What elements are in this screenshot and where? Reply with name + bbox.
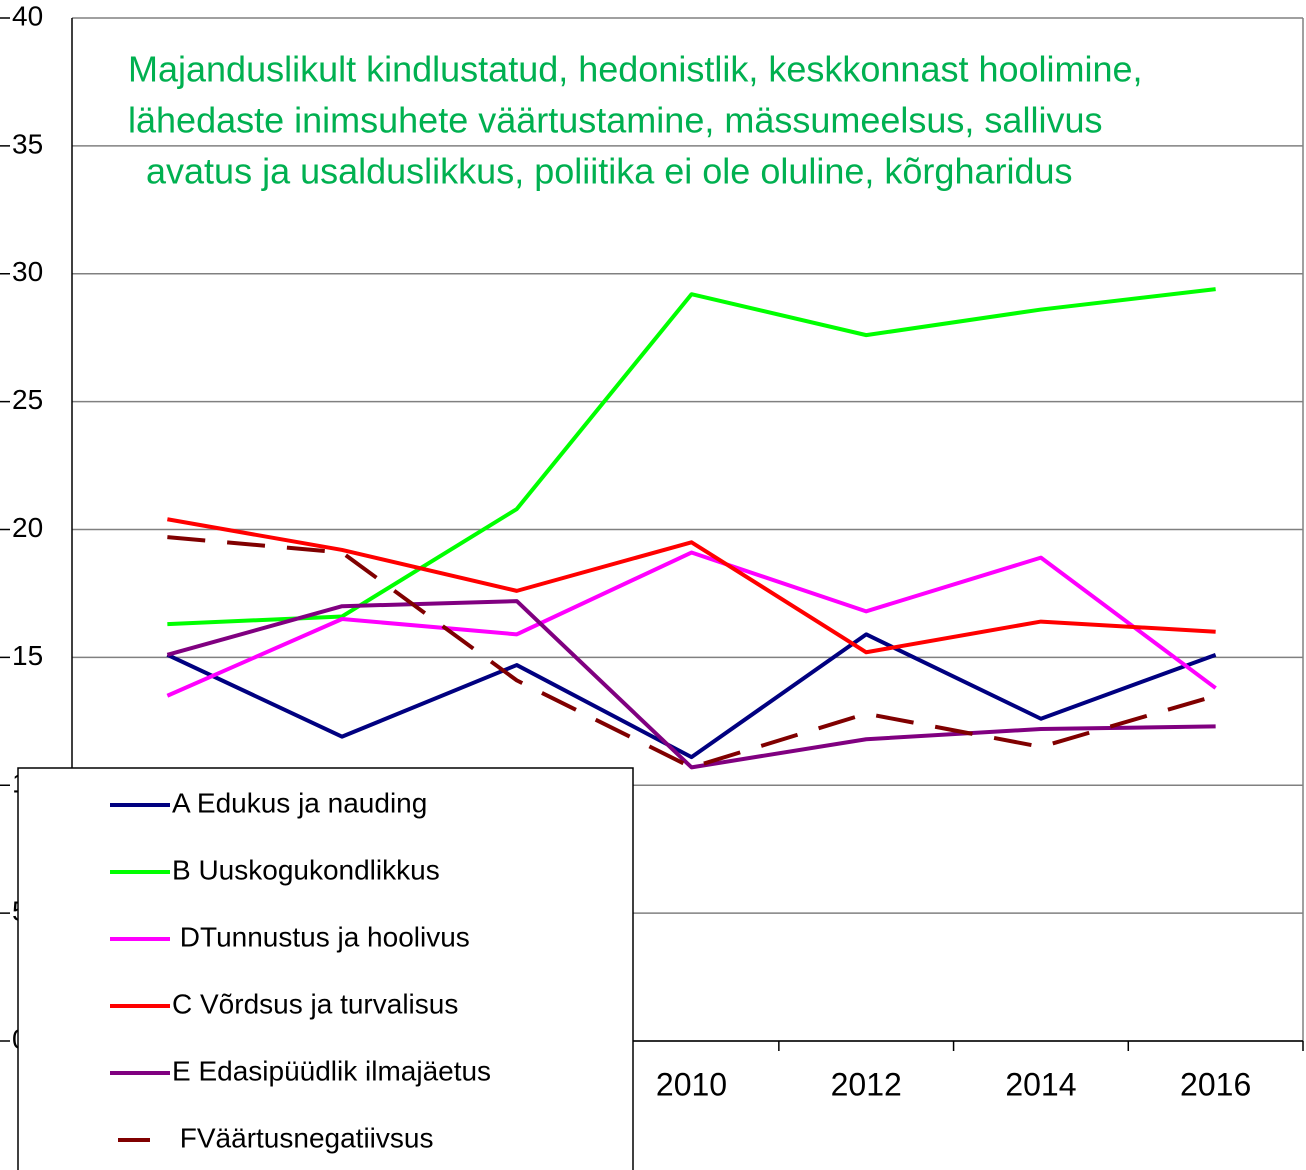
y-tick-label: 40 — [12, 0, 43, 31]
x-tick-label: 2016 — [1180, 1066, 1251, 1102]
y-tick-label: 20 — [12, 512, 43, 543]
legend-label: B Uuskogukondlikkus — [172, 854, 440, 885]
y-tick-label: 25 — [12, 384, 43, 415]
y-tick-label: 30 — [12, 256, 43, 287]
legend-label: FVäärtusnegatiivsus — [172, 1122, 433, 1153]
legend-label: DTunnustus ja hoolivus — [172, 921, 470, 952]
annotation: Majanduslikult kindlustatud, hedonistlik… — [128, 49, 1143, 90]
legend-label: E Edasipüüdlik ilmajäetus — [172, 1055, 491, 1086]
x-tick-label: 2010 — [656, 1066, 727, 1102]
x-tick-label: 2012 — [831, 1066, 902, 1102]
series-line — [166, 599, 1216, 770]
series-line — [166, 550, 1217, 698]
legend-label: C Võrdsus ja turvalisus — [172, 988, 458, 1019]
legend-label: A Edukus ja nauding — [172, 787, 427, 818]
annotation: lähedaste inimsuhete väärtustamine, mäss… — [128, 100, 1102, 141]
legend-box — [17, 767, 634, 1170]
y-tick-label: 15 — [12, 640, 43, 671]
series-line — [166, 632, 1217, 760]
annotation: avatus ja usalduslikkus, poliitika ei ol… — [136, 151, 1073, 192]
y-tick-label: 35 — [12, 128, 43, 159]
x-tick-label: 2014 — [1005, 1066, 1076, 1102]
series-line — [167, 287, 1216, 627]
series-line — [167, 517, 1216, 655]
